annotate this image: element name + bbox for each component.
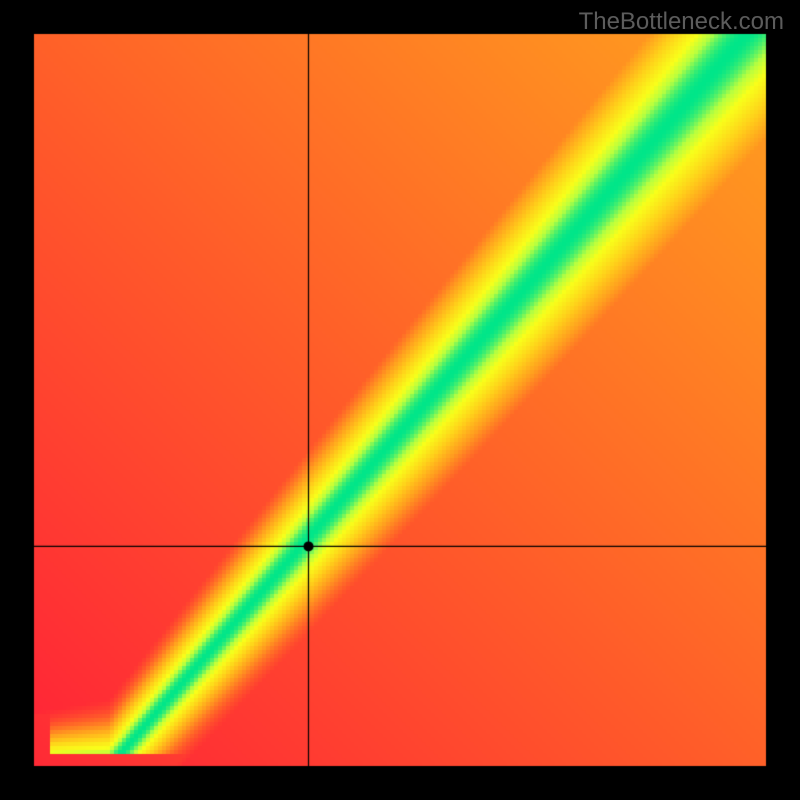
bottleneck-heatmap — [0, 0, 800, 800]
watermark-text: TheBottleneck.com — [579, 8, 784, 36]
